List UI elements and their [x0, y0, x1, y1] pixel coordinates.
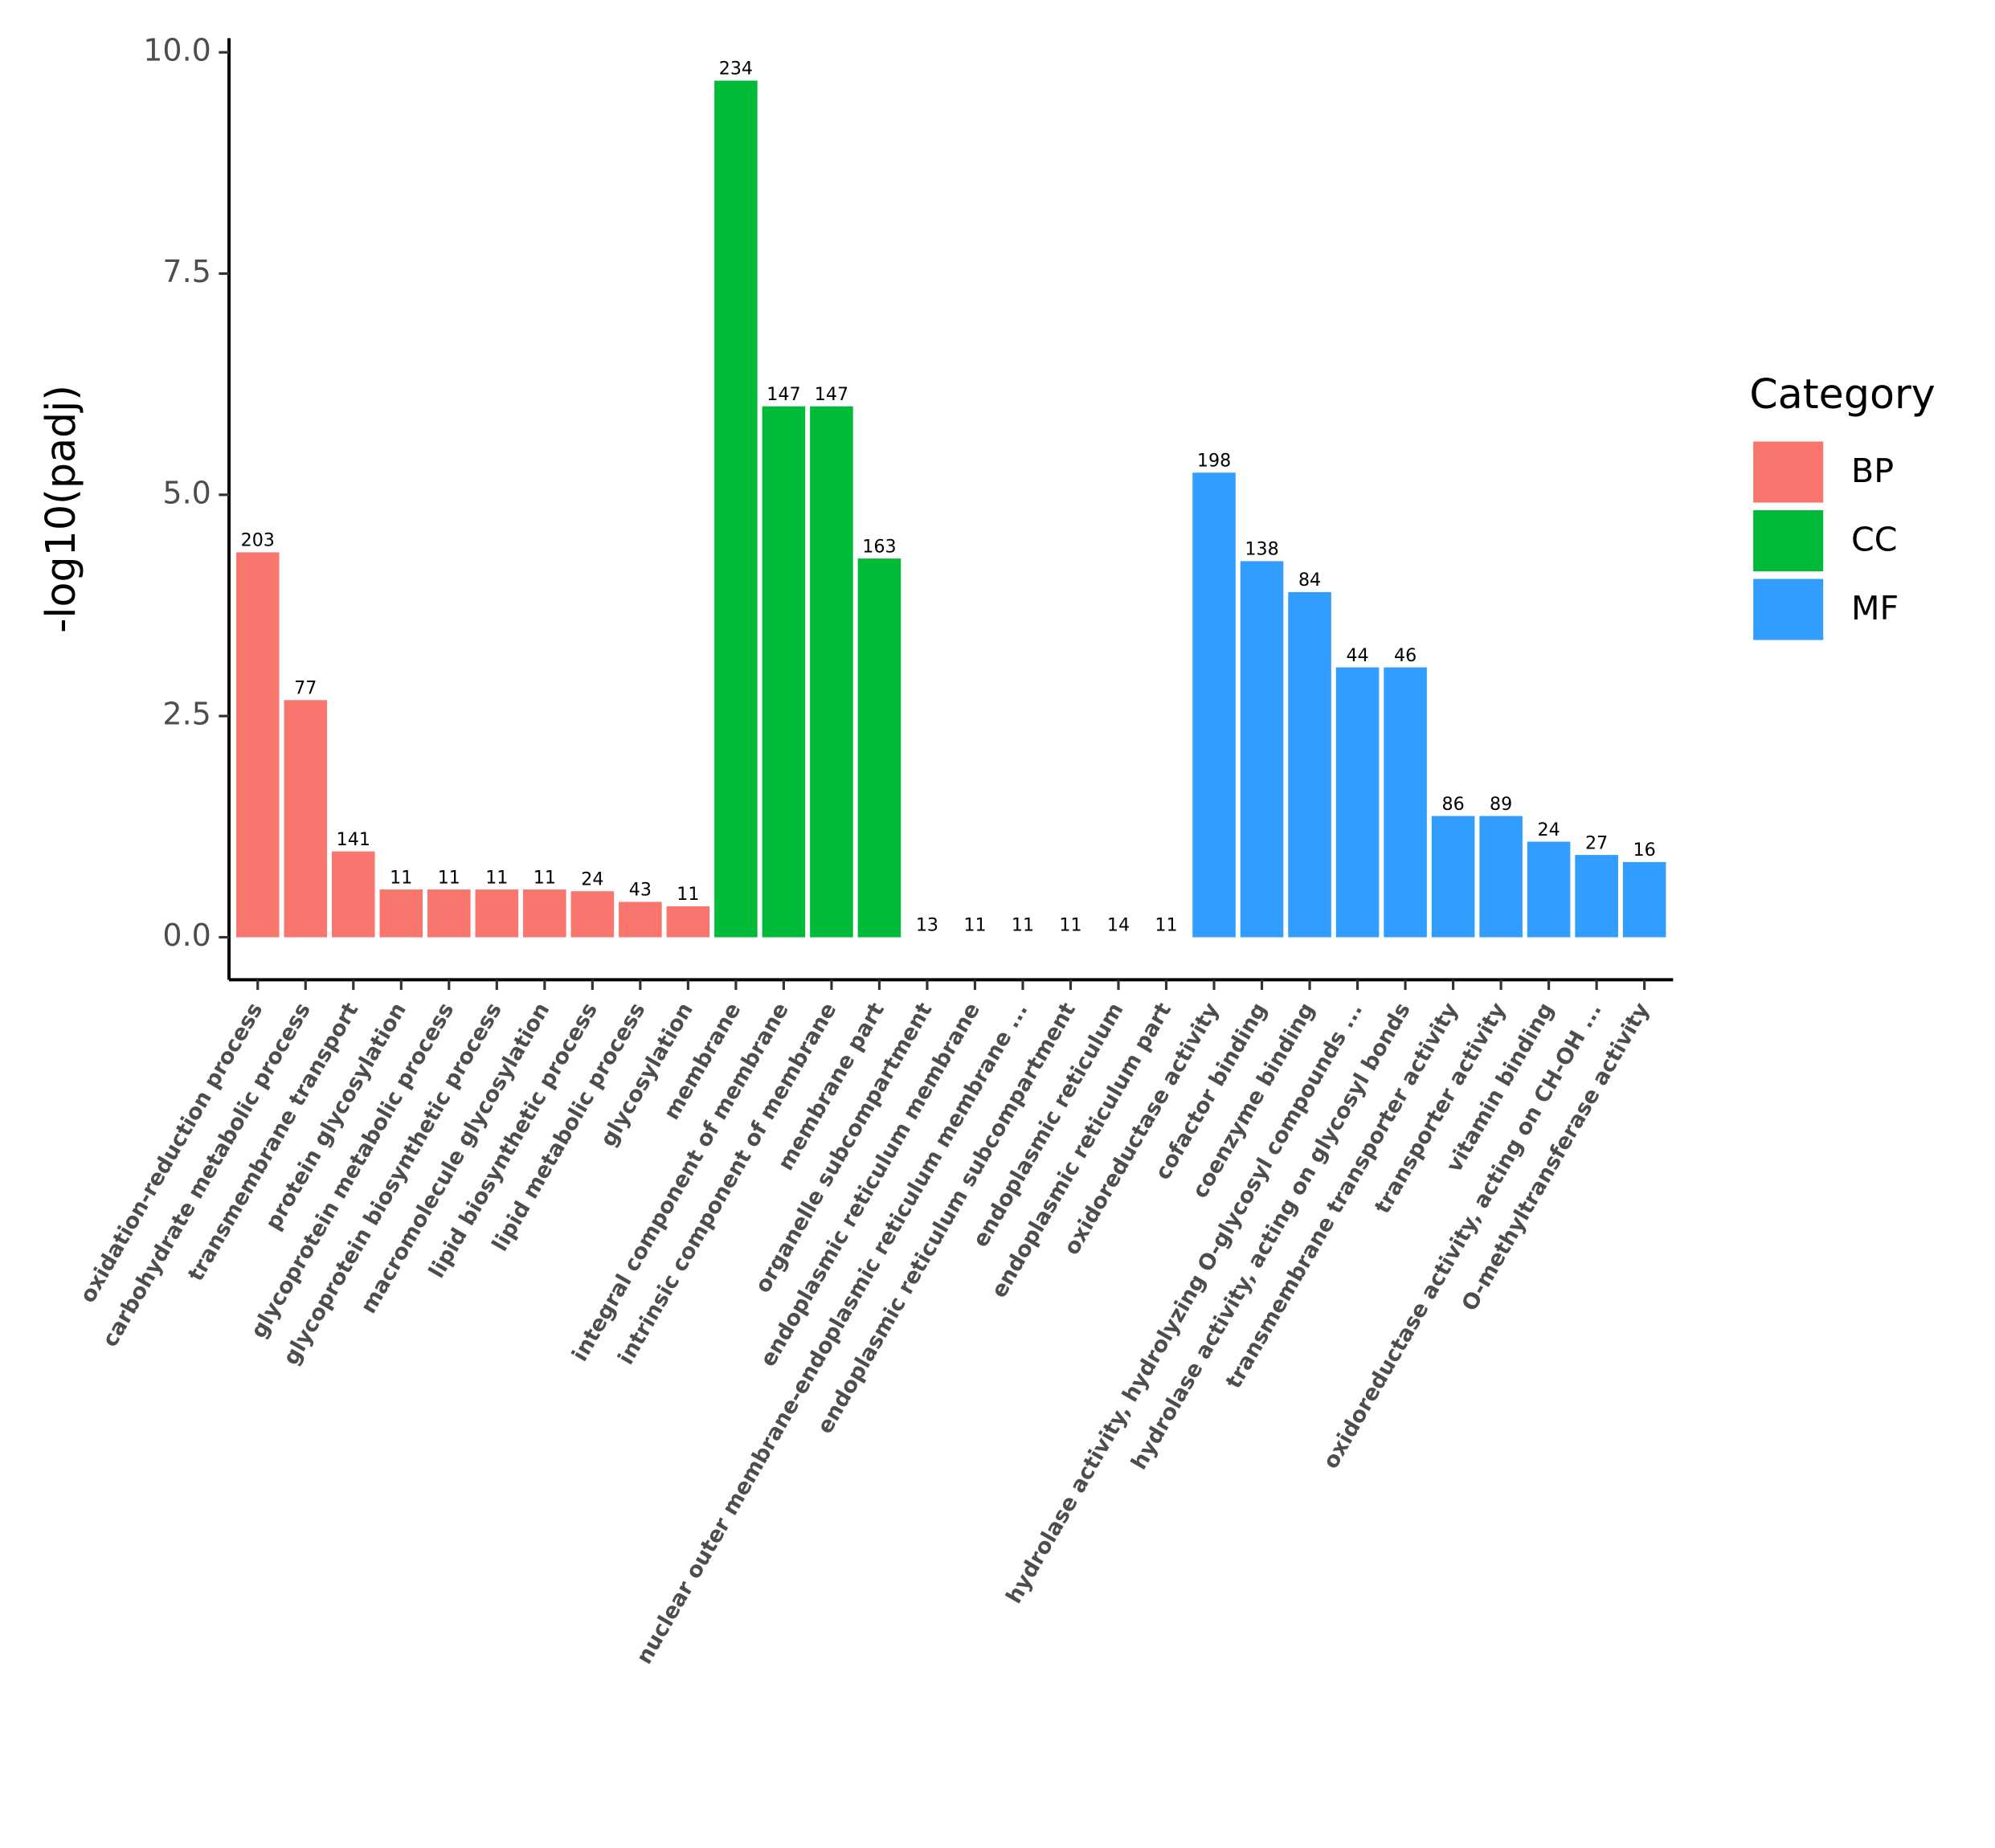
bar [1240, 561, 1284, 938]
y-tick-label: 10.0 [143, 33, 211, 68]
bar [1192, 472, 1236, 938]
count-label: 24 [1538, 820, 1560, 840]
bar [1288, 591, 1331, 938]
bar [1479, 816, 1523, 938]
bar [810, 406, 853, 938]
count-label: 234 [719, 59, 753, 80]
y-tick-label: 7.5 [162, 254, 211, 289]
count-label: 27 [1585, 832, 1608, 853]
legend-swatch [1753, 510, 1824, 572]
bar [235, 552, 280, 938]
count-label: 46 [1394, 645, 1417, 666]
count-label: 141 [337, 829, 370, 850]
x-tick-label: oxidation-reduction process [76, 999, 268, 1307]
bar [666, 906, 710, 938]
count-label: 198 [1197, 451, 1231, 472]
count-label: 11 [1059, 915, 1081, 936]
bar [331, 851, 375, 938]
count-label: 11 [533, 867, 556, 888]
legend-label: MF [1851, 589, 1899, 628]
bar [379, 889, 423, 938]
bar [1384, 667, 1427, 938]
count-label: 11 [485, 867, 508, 888]
count-label: 77 [294, 678, 317, 699]
count-label: 13 [916, 915, 938, 936]
count-label: 11 [677, 884, 699, 905]
count-label: 43 [629, 880, 652, 901]
count-label: 11 [1012, 915, 1034, 936]
bar [619, 902, 662, 938]
count-label: 147 [767, 384, 800, 405]
bar [714, 80, 758, 938]
count-label: 14 [1107, 915, 1130, 936]
legend-label: CC [1851, 521, 1897, 559]
bar [857, 558, 901, 938]
legend-swatch [1753, 441, 1824, 503]
bar [523, 889, 566, 938]
count-label: 24 [581, 869, 603, 889]
y-tick-label: 0.0 [162, 918, 211, 953]
count-label: 44 [1346, 645, 1368, 666]
count-label: 89 [1490, 794, 1512, 815]
y-axis-title: -log10(padj) [37, 385, 84, 633]
y-tick-label: 2.5 [162, 697, 211, 732]
count-label: 11 [1155, 915, 1177, 936]
bar [1575, 855, 1618, 938]
bar [475, 889, 519, 938]
count-label: 11 [963, 915, 986, 936]
bar [1335, 667, 1380, 938]
bar [762, 406, 806, 938]
legend-label: BP [1851, 452, 1894, 490]
count-label: 147 [815, 384, 848, 405]
count-label: 203 [241, 530, 275, 551]
bar [1622, 861, 1666, 938]
y-tick-label: 5.0 [162, 475, 211, 510]
count-label: 138 [1245, 539, 1278, 560]
legend-title: Category [1749, 370, 1935, 418]
count-label: 86 [1441, 794, 1464, 815]
count-label: 84 [1298, 570, 1321, 591]
count-label: 16 [1633, 840, 1656, 861]
bar [284, 700, 328, 938]
bar [570, 891, 615, 938]
legend-swatch [1753, 579, 1824, 640]
bar [427, 889, 471, 938]
bar [1431, 816, 1475, 938]
count-label: 11 [438, 867, 460, 888]
count-label: 11 [390, 867, 412, 888]
count-label: 163 [862, 536, 896, 557]
bar [1527, 841, 1571, 938]
